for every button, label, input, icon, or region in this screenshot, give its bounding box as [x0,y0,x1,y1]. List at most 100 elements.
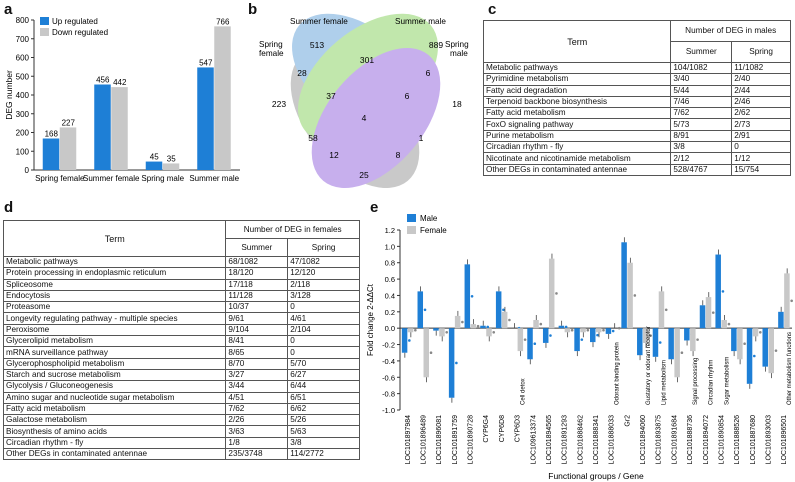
bar-male [668,328,674,360]
data-point [429,351,433,355]
table-d-summer-header: Summer [225,238,289,257]
x-tick-label: LOC101897984 [405,415,412,465]
table-d-cell-summer: 2/26 [225,414,289,427]
x-tick-label: LOC101896489 [421,415,428,465]
data-point [596,333,599,337]
data-point [721,290,725,293]
venn-count: 18 [452,99,462,109]
table-d-cell-spring: 47/1082 [287,255,360,269]
bar-value-label: 766 [216,17,230,26]
x-tick-label: LOC101894060 [640,415,647,465]
group-annotation: Other metabolism functions [787,332,793,405]
bar-female [564,328,571,333]
data-point [455,361,458,365]
table-c-cell-summer: 7/46 [670,95,733,109]
bar-female [690,328,696,352]
data-point [580,338,584,341]
venn-label-female: female [259,49,284,58]
venn-count: 513 [310,40,324,50]
table-d-cell-spring: 5/63 [287,425,360,438]
table-d-cell-term: Endocytosis [2,289,227,303]
x-tick-label: LOC101896081 [436,415,443,465]
table-c-row: FoxO signaling pathway 5/73 2/73 [482,118,791,131]
bar-male [495,291,502,329]
table-c-row: Nicotinate and nicotinamide metabolism 2/… [482,152,791,165]
data-point [696,338,699,341]
table-d-cell-term: Amino sugar and nucleotide sugar metabol… [2,391,227,404]
group-annotation: Lipid metabolism [662,360,668,405]
table-d-cell-summer: 11/128 [225,289,289,303]
group-annotation: Sugar metabolism [724,357,730,405]
x-tick-label: Summer male [189,174,239,183]
table-d-row: Fatty acid metabolism 7/62 6/62 [2,402,360,416]
table-d-cell-term: Starch and sucrose metabolism [2,368,227,382]
data-point [774,349,778,352]
table-d-cell-summer: 3/27 [225,368,289,382]
x-tick-label: Gr2 [624,415,631,427]
table-d-cell-spring: 6/44 [287,380,360,393]
x-tick-label: LOC101891684 [671,415,678,465]
table-d-row: Peroxisome 9/104 2/104 [2,323,360,337]
y-tick-label: 0.0 [385,324,395,333]
venn-label-summer-female: Summer female [290,17,348,26]
bar-value-label: 35 [167,154,176,163]
table-c-cell-term: FoxO signaling pathway [482,118,672,131]
table-d-cell-term: Glycerolipid metabolism [2,335,227,348]
bar-down [214,26,231,170]
bar-female [784,273,790,329]
data-point [727,322,731,326]
y-tick-label: 500 [16,72,30,81]
table-d-row: Galactose metabolism 2/26 5/26 [2,414,360,427]
group-annotation: Odorant binding protein [615,342,621,405]
table-d-cell-summer: 9/61 [225,312,289,325]
table-d-cell-term: Protein processing in endoplasmic reticu… [2,267,227,280]
table-c-cell-spring: 11/1082 [731,61,791,75]
y-tick-label: -0.6 [382,373,395,382]
table-d-term-header: Term [2,220,227,257]
venn-count: 58 [308,133,318,143]
data-point [445,330,448,334]
chart-a-deg-number: 0 100 200 300 400 500 600 700 800 DEG number 16822… [4,16,240,183]
table-d-cell-term: Longevity regulating pathway - multiple … [2,312,227,325]
table-d-cell-summer: 8/41 [225,335,289,348]
bar-male [417,291,424,329]
table-c-row: Pyrimidine metabolism 3/40 2/40 [482,73,791,86]
table-d-row: Biosynthesis of amino acids 3/63 5/63 [2,425,360,438]
data-point [523,338,527,341]
table-d-cell-summer: 18/120 [225,267,289,280]
bar-female [517,328,524,352]
table-c-cell-term: Metabolic pathways [482,61,672,75]
venn-count: 28 [297,68,307,78]
x-tick-label: LOC101890854 [718,415,725,465]
y-tick-label: 300 [16,110,30,119]
bar-male [527,328,533,360]
table-c-cell-spring: 2/73 [731,118,791,131]
table-c-row: Fatty acid degradation 5/44 2/44 [482,84,791,97]
table-d-row: Longevity regulating pathway - multiple … [2,312,360,325]
bar-female [454,315,461,329]
bar-down [162,163,180,170]
table-d-cell-term: Proteasome [2,301,227,314]
bar-up [145,161,163,170]
y-tick-label: -0.8 [382,390,395,399]
table-c-cell-summer: 3/40 [670,73,733,86]
x-tick-label: LOC101891759 [452,415,459,465]
table-d-cell-term: Glycolysis / Gluconeogenesis [2,380,227,393]
group-annotation: Gustatory or odorant receptor [646,326,652,405]
table-c-term-header: Term [482,20,672,63]
table-d-cell-spring: 0 [287,301,360,314]
table-d-cell-spring: 0 [287,335,360,348]
data-point [680,351,684,355]
data-point [502,308,505,312]
table-d-cell-summer: 3/63 [225,425,289,438]
x-tick-label: CYP6G4 [483,415,490,443]
bar-male [448,328,455,398]
table-d-cell-term: Glycerophospholipid metabolism [2,357,227,370]
table-d-row: Other DEGs in contaminated antennae 235/3… [2,448,360,461]
data-point [508,318,511,322]
table-d-cell-summer: 7/62 [225,402,289,416]
table-c-cell-term: Other DEGs in contaminated antennae [482,163,672,176]
table-d-row: Glycolysis / Gluconeogenesis 3/44 6/44 [2,380,360,393]
table-d-cell-spring: 5/26 [287,414,360,427]
table-c-cell-spring: 1/12 [731,152,791,165]
